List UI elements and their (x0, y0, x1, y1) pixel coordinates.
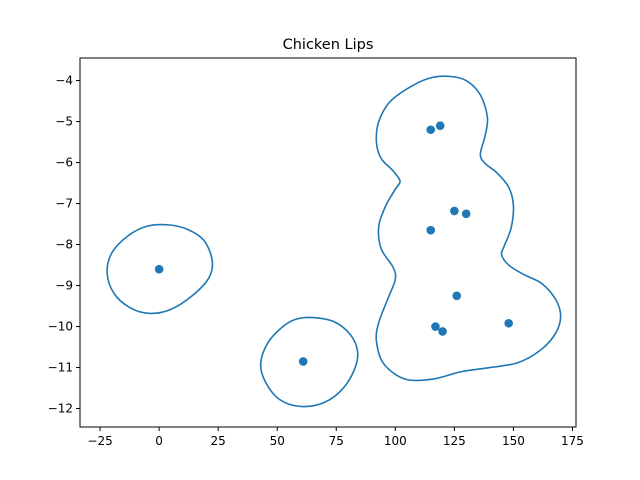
x-tick-label: −25 (87, 434, 112, 448)
x-tick-label: 50 (270, 434, 285, 448)
data-point-8 (452, 291, 462, 301)
y-tick-label: −12 (48, 402, 73, 416)
data-point-1 (154, 264, 164, 274)
x-tick-label: 125 (443, 434, 466, 448)
x-tick-label: 25 (211, 434, 226, 448)
data-point-5 (450, 206, 459, 216)
contour-1 (106, 223, 214, 315)
data-point-4 (435, 121, 445, 130)
y-axis: −12 −11 −10 −9 −8 −7 −6 −5 −4 (48, 74, 80, 416)
data-point-2 (298, 357, 308, 366)
x-tick-label: 175 (561, 434, 584, 448)
y-tick-label: −8 (55, 238, 73, 252)
x-tick-label: 100 (384, 434, 407, 448)
contour-3 (375, 75, 562, 382)
contour-layer (106, 75, 562, 408)
contour-2 (259, 316, 359, 408)
data-point-7 (426, 225, 436, 235)
points-layer (154, 121, 513, 366)
y-tick-label: −4 (55, 74, 73, 88)
chart-title: Chicken Lips (283, 37, 374, 53)
data-point-10 (438, 327, 447, 336)
x-tick-label: 0 (155, 434, 163, 448)
plot-frame (79, 57, 577, 428)
y-tick-label: −11 (48, 361, 73, 375)
y-tick-label: −5 (55, 115, 73, 129)
y-tick-label: −10 (48, 320, 73, 334)
x-tick-label: 75 (329, 434, 344, 448)
x-axis: −25 0 25 50 75 100 125 150 175 (87, 427, 584, 448)
data-point-3 (426, 125, 436, 135)
x-tick-label: 150 (502, 434, 525, 448)
y-tick-label: −6 (55, 156, 73, 170)
data-point-11 (504, 318, 513, 328)
data-point-6 (461, 209, 471, 219)
y-tick-label: −7 (55, 197, 73, 211)
data-point-9 (431, 322, 440, 331)
y-tick-label: −9 (55, 279, 73, 293)
